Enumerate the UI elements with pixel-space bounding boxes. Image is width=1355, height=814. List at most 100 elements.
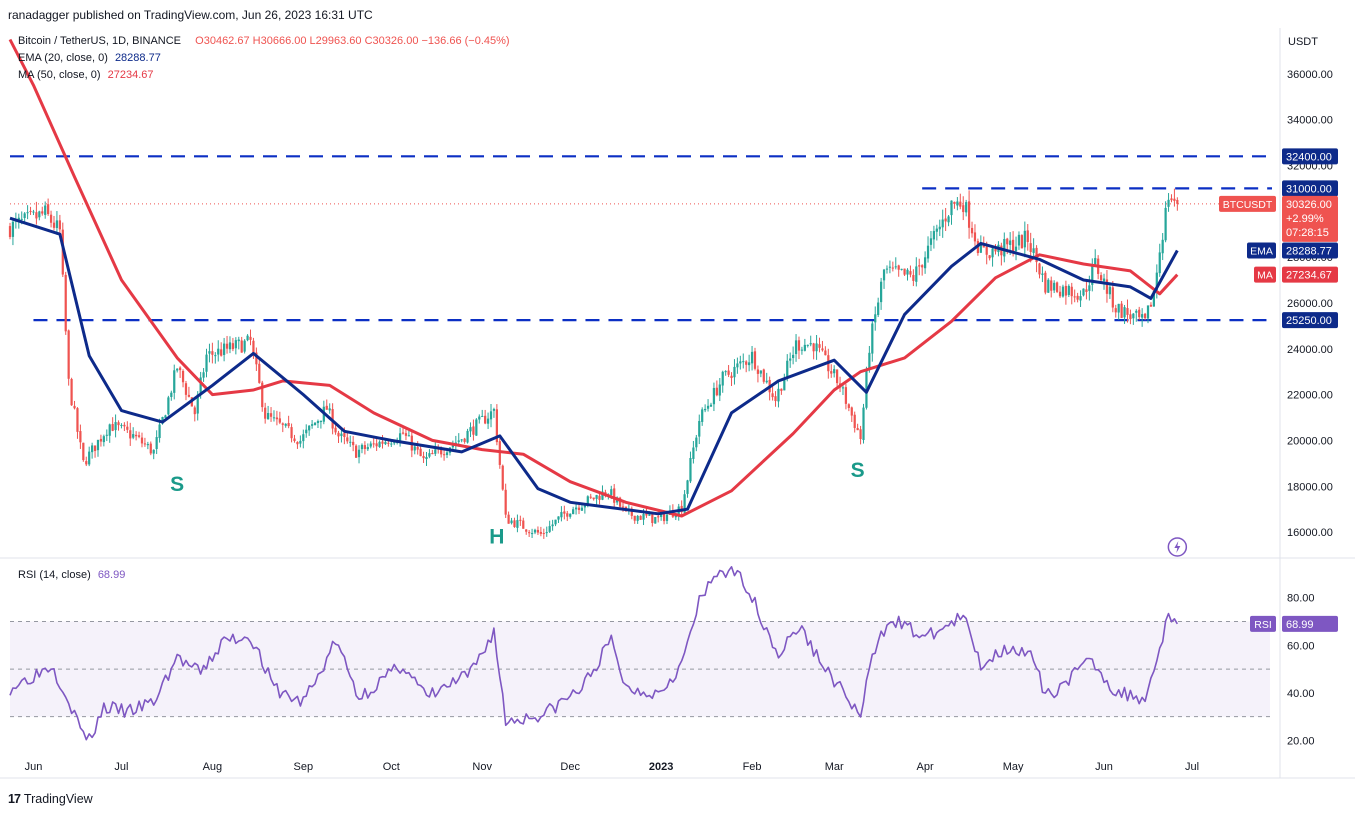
candle-body (1102, 278, 1106, 282)
candle-body (1058, 291, 1062, 297)
candle-body (953, 201, 956, 204)
candle-body (316, 421, 320, 424)
candle-body (135, 434, 138, 437)
candle-body (442, 454, 446, 456)
candle-body (310, 424, 314, 426)
candle-body (709, 404, 713, 407)
candle-body (994, 249, 997, 252)
candle-body (888, 266, 892, 268)
candle-body (29, 210, 32, 212)
candle-body (352, 441, 355, 446)
candle-body (988, 255, 991, 259)
candle-body (375, 443, 378, 447)
symbol-title: Bitcoin / TetherUS, 1D, BINANCE (18, 35, 182, 47)
candle-body (140, 437, 144, 444)
candle-body (146, 444, 149, 446)
candle-body (1176, 199, 1179, 204)
rsi-name-tag-label: RSI (1254, 619, 1272, 631)
candle-body (1085, 289, 1088, 292)
candle-body (17, 217, 20, 221)
price-tag (1282, 266, 1338, 283)
candle-body (384, 441, 387, 445)
tradingview-credit[interactable]: 17 TradingView (8, 792, 93, 806)
candle-body (354, 445, 358, 458)
candle-body (132, 434, 135, 438)
candle-body (484, 415, 487, 424)
candle-body (1064, 285, 1068, 296)
candle-body (657, 516, 660, 518)
candle-body (1129, 314, 1132, 320)
candle-body (1067, 285, 1070, 295)
candle-body (231, 343, 235, 350)
candle-body (325, 405, 328, 410)
series-name-tag (1247, 242, 1276, 259)
candle-body (243, 340, 246, 352)
candle-body (1009, 240, 1012, 245)
candle-body (252, 340, 255, 353)
candle-body (765, 380, 768, 383)
rsi-label: RSI (14, close) (18, 569, 91, 581)
candle-body (844, 387, 848, 404)
candle-body (47, 204, 50, 215)
candle-body (683, 494, 686, 513)
candle-body (803, 344, 806, 351)
candle-body (1099, 275, 1103, 281)
rsi-tick-label: 40.00 (1287, 688, 1315, 700)
candle-body (1020, 235, 1024, 249)
candle-body (1011, 239, 1015, 253)
candle-body (1070, 286, 1073, 297)
candle-body (287, 423, 290, 427)
rsi-tick-label: 20.00 (1287, 735, 1315, 747)
time-tick-label: Mar (825, 761, 844, 773)
candle-body (217, 348, 220, 355)
candle-body (220, 349, 223, 356)
candle-body (824, 350, 827, 356)
candle-body (208, 351, 211, 354)
candle-body (742, 361, 745, 363)
candle-body (692, 447, 695, 459)
candle-body (1138, 309, 1141, 318)
price-tick-label: 26000.00 (1287, 298, 1333, 310)
candle-body (715, 387, 718, 396)
ema-legend: EMA (20, close, 0) 28288.77 (18, 52, 161, 64)
candle-body (959, 201, 962, 207)
candle-body (372, 443, 375, 445)
candle-body (510, 520, 513, 524)
candle-body (88, 451, 91, 465)
rsi-value: 68.99 (97, 569, 126, 581)
candle-body (445, 452, 449, 455)
candle-body (334, 427, 337, 433)
candle-body (862, 407, 865, 441)
candle-body (794, 340, 798, 355)
time-tick-label: Jul (1185, 761, 1199, 773)
candle-body (1161, 239, 1164, 254)
candle-body (504, 489, 507, 515)
candle-body (551, 524, 554, 527)
series-name-tag-label: BTCUSDT (1223, 199, 1273, 211)
candle-body (428, 453, 431, 457)
candle-body (739, 361, 742, 364)
candle-body (1143, 313, 1147, 319)
brand-label: TradingView (23, 792, 93, 806)
rsi-tick-label: 60.00 (1287, 640, 1315, 652)
candle-body (595, 495, 598, 499)
candle-body (912, 275, 915, 281)
candle-body (211, 351, 214, 355)
candle-body (1149, 304, 1153, 307)
ohlc-open: O30462.67 (195, 35, 250, 47)
candle-body (176, 368, 179, 371)
candle-body (272, 417, 276, 419)
price-tag (1282, 195, 1338, 242)
candle-body (137, 435, 141, 437)
candle-body (214, 355, 217, 357)
candle-body (835, 369, 839, 384)
price-tick-label: 34000.00 (1287, 115, 1333, 127)
candle-body (425, 456, 428, 459)
candle-body (184, 383, 188, 395)
lightning-icon (1174, 541, 1181, 553)
candle-body (422, 456, 425, 459)
candle-body (117, 422, 120, 426)
candle-body (460, 439, 463, 441)
candle-body (973, 232, 977, 242)
candle-body (1041, 273, 1044, 275)
